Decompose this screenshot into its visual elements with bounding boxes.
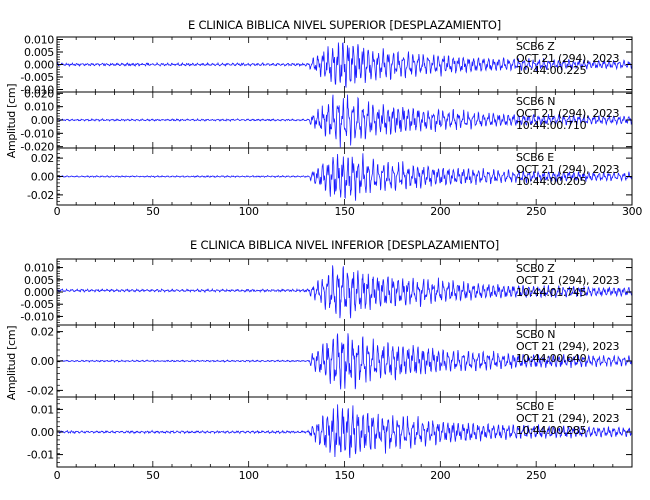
- date-label: OCT 21 (294), 2023: [516, 107, 620, 120]
- time-label: 10:44:00.225: [516, 64, 587, 77]
- date-label: OCT 21 (294), 2023: [516, 52, 620, 65]
- x-tick-label: 50: [146, 205, 160, 218]
- y-tick-label: -0.01: [27, 449, 54, 462]
- x-tick-label: 50: [146, 469, 160, 482]
- y-tick-label: 0.020: [24, 87, 54, 100]
- station-label: SCB6 N: [516, 95, 555, 108]
- x-tick-label: 100: [239, 469, 259, 482]
- seismic-trace: [56, 41, 633, 88]
- y-tick-label: 0.010: [24, 101, 54, 114]
- y-tick-label: -0.010: [20, 84, 54, 97]
- chart-title: E CLINICA BIBLICA NIVEL INFERIOR [DESPLA…: [190, 238, 499, 252]
- y-tick-label: -0.005: [20, 71, 54, 84]
- y-tick-label: -0.010: [20, 127, 54, 140]
- y-tick-label: 0.02: [31, 326, 54, 339]
- seismic-trace: [56, 265, 633, 319]
- time-label: 10:44:00.205: [516, 175, 587, 188]
- y-tick-label: 0.00: [31, 114, 55, 127]
- time-label: 10:44:00.710: [516, 119, 587, 132]
- x-tick-label: 150: [334, 469, 354, 482]
- chart-group-1: E CLINICA BIBLICA NIVEL INFERIOR [DESPLA…: [5, 238, 633, 482]
- x-tick-label: 200: [430, 205, 450, 218]
- station-label: SCB0 Z: [516, 262, 555, 275]
- station-label: SCB0 E: [516, 400, 554, 413]
- y-tick-label: 0.000: [24, 59, 54, 72]
- y-tick-label: 0.005: [24, 46, 54, 59]
- x-tick-label: 250: [526, 469, 546, 482]
- y-axis-label: Amplitud [cm]: [5, 326, 18, 401]
- x-tick-label: 0: [54, 469, 61, 482]
- x-tick-label: 150: [334, 205, 354, 218]
- seismic-trace: [56, 404, 633, 459]
- y-tick-label: -0.010: [20, 310, 54, 323]
- y-tick-label: 0.010: [24, 34, 54, 47]
- station-label: SCB6 Z: [516, 40, 555, 53]
- x-tick-label: 300: [622, 205, 642, 218]
- y-tick-label: 0.005: [24, 274, 54, 287]
- y-tick-label: 0.00: [31, 426, 55, 439]
- time-label: 10:44:01.745: [516, 286, 587, 299]
- y-tick-label: 0.01: [31, 403, 54, 416]
- date-label: OCT 21 (294), 2023: [516, 340, 620, 353]
- seismic-trace: [56, 153, 633, 201]
- y-axis-label: Amplitud [cm]: [5, 84, 18, 159]
- y-tick-label: -0.02: [27, 189, 54, 202]
- seismic-trace: [56, 94, 633, 148]
- seismic-trace: [56, 333, 633, 390]
- chart-group-0: E CLINICA BIBLICA NIVEL SUPERIOR [DESPLA…: [5, 18, 643, 218]
- station-label: SCB6 E: [516, 151, 554, 164]
- time-label: 10:44:00.640: [516, 352, 587, 365]
- y-tick-label: 0.00: [31, 171, 55, 184]
- y-tick-label: -0.005: [20, 298, 54, 311]
- time-label: 10:44:00.285: [516, 424, 587, 437]
- chart-title: E CLINICA BIBLICA NIVEL SUPERIOR [DESPLA…: [188, 18, 501, 32]
- y-tick-label: 0.02: [31, 152, 54, 165]
- x-tick-label: 0: [54, 205, 61, 218]
- y-tick-label: 0.000: [24, 286, 54, 299]
- station-label: SCB0 N: [516, 328, 555, 341]
- x-tick-label: 100: [239, 205, 259, 218]
- y-tick-label: 0.00: [31, 355, 55, 368]
- y-tick-label: -0.020: [20, 141, 54, 154]
- date-label: OCT 21 (294), 2023: [516, 274, 620, 287]
- y-tick-label: 0.010: [24, 262, 54, 275]
- date-label: OCT 21 (294), 2023: [516, 412, 620, 425]
- date-label: OCT 21 (294), 2023: [516, 163, 620, 176]
- y-tick-label: -0.02: [27, 384, 54, 397]
- x-tick-label: 250: [526, 205, 546, 218]
- x-tick-label: 200: [430, 469, 450, 482]
